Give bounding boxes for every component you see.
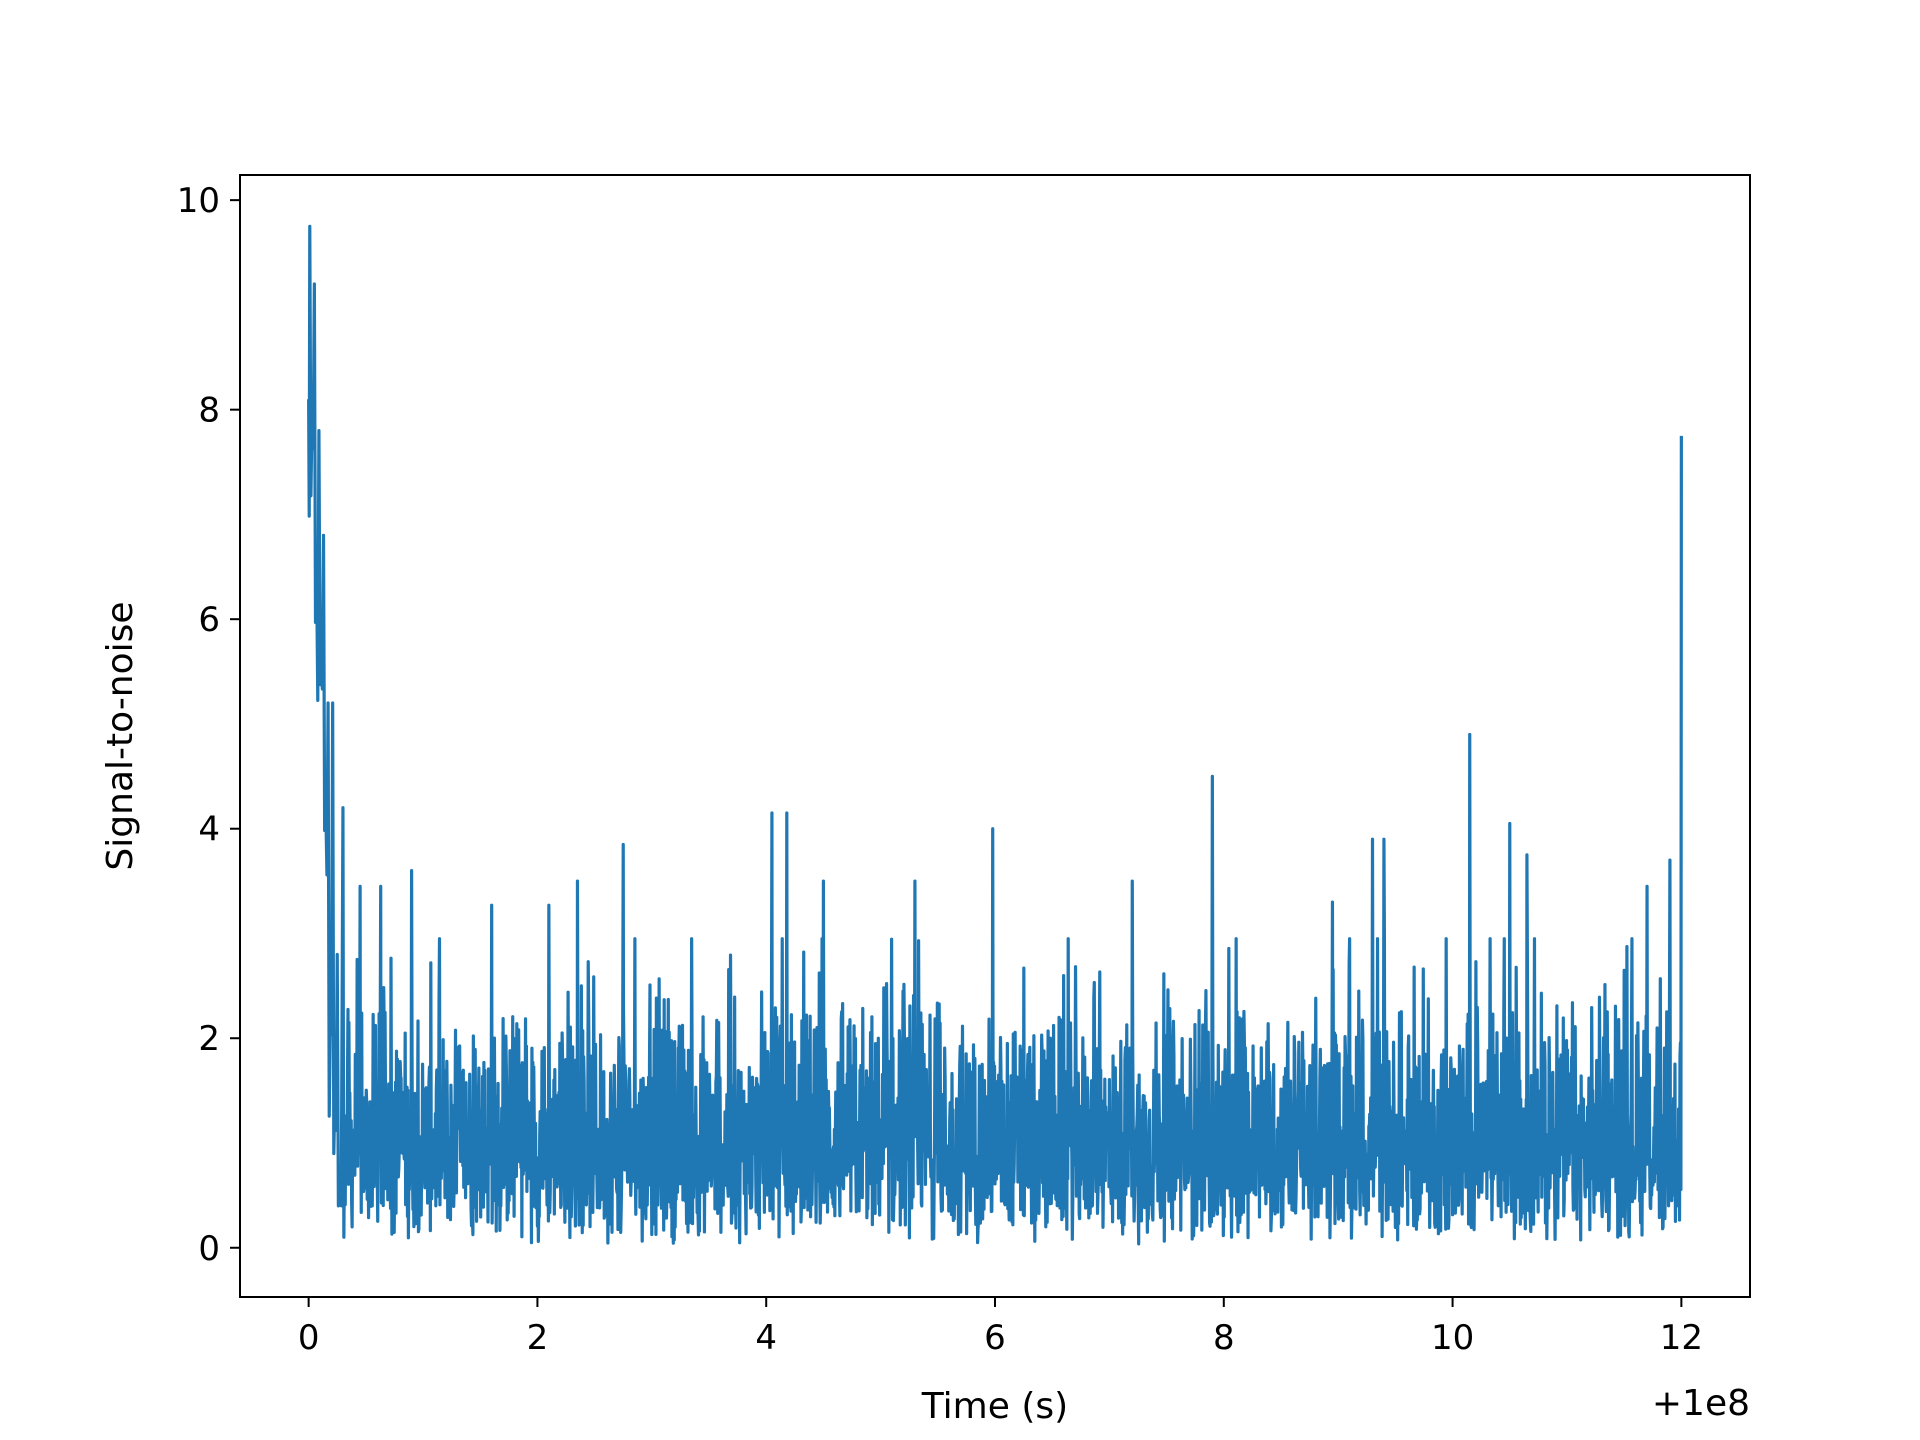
y-tick-label: 2	[198, 1019, 220, 1059]
x-tick-label: 10	[1431, 1318, 1474, 1358]
y-tick-label: 4	[198, 810, 220, 850]
signal-to-noise-line	[307, 224, 1683, 1246]
x-tick-label: 8	[1213, 1318, 1235, 1358]
x-tick-label: 4	[755, 1318, 777, 1358]
y-tick-label: 6	[198, 600, 220, 640]
axes-frame	[239, 174, 1751, 1298]
x-tick-label: 2	[527, 1318, 549, 1358]
y-tick-label: 8	[198, 391, 220, 431]
y-axis-label: Signal-to-noise	[100, 601, 141, 870]
x-tick-label: 6	[984, 1318, 1006, 1358]
y-tick-label: 10	[177, 181, 220, 221]
x-tick-label: 12	[1660, 1318, 1703, 1358]
x-tick-label: 0	[298, 1318, 320, 1358]
y-tick-label: 0	[198, 1229, 220, 1269]
plot-area	[307, 224, 1683, 1246]
x-axis-offset-label: +1e8	[1652, 1383, 1750, 1424]
axes: 0 2 4 6 8 10 12 0 2 4 6 8 10	[177, 181, 1703, 1358]
x-axis-label: Time (s)	[921, 1386, 1068, 1427]
